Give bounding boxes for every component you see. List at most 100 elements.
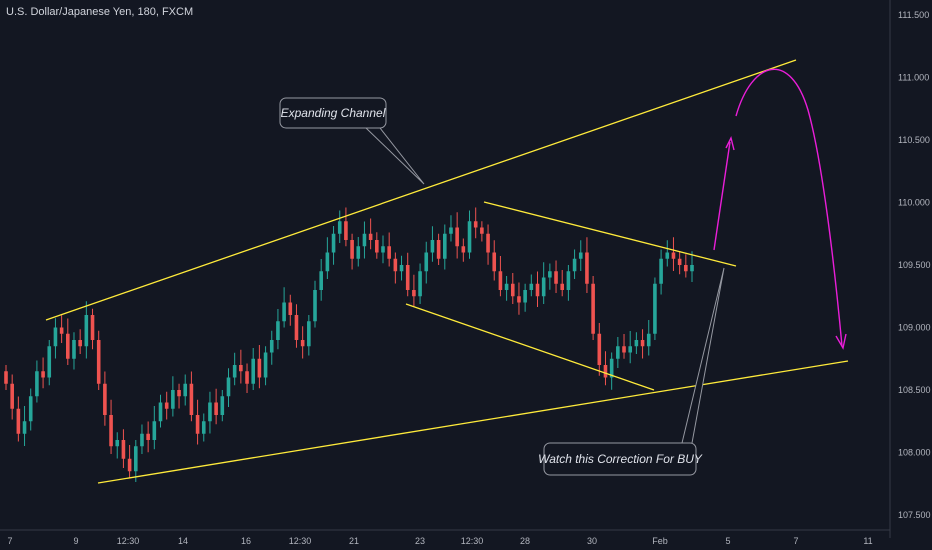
flag-upper-line[interactable] (483, 201, 737, 267)
candle-body (659, 258, 663, 284)
candle-body (436, 240, 441, 259)
candle-body (189, 383, 194, 415)
callout-box-1 (279, 97, 387, 129)
candle-body (412, 290, 416, 297)
price-tick-label: 108.000 (898, 448, 931, 458)
candle-body (554, 271, 558, 284)
candle-body (325, 252, 330, 272)
candle-body (387, 246, 391, 259)
time-tick-label: 28 (520, 536, 530, 546)
projection-up-arrow (713, 141, 731, 251)
candle-body (177, 390, 181, 397)
candle-body (399, 265, 404, 272)
callout-text-2: Watch this Correction For BUY (538, 452, 703, 466)
projection-arc (735, 68, 843, 347)
candle-body (381, 246, 385, 253)
candle-body (337, 221, 342, 234)
candle-body (115, 440, 120, 447)
candle-body (10, 383, 14, 409)
price-axis[interactable]: 111.500 111.000 110.500 110.000 109.500 109.0… (889, 0, 931, 538)
callout-pointer-2 (681, 267, 725, 444)
candle-body (473, 221, 478, 228)
candle-body (616, 346, 620, 359)
candle-body (548, 271, 552, 278)
candle-body (455, 227, 459, 247)
time-tick-label: 5 (725, 536, 730, 546)
trendlines-group (45, 59, 849, 484)
candle-body (171, 390, 175, 409)
time-axis[interactable]: 7 9 12:30 14 16 12:30 21 23 12:30 28 30 Feb 5 7 11 (0, 529, 890, 546)
price-tick-label: 110.500 (898, 135, 930, 145)
upper-channel-line[interactable] (45, 59, 797, 321)
candle-body (517, 296, 521, 303)
candle-body (276, 321, 280, 340)
time-tick-label: 30 (587, 536, 597, 546)
candle-body (684, 265, 688, 272)
candle-body (66, 333, 70, 359)
candle-body (640, 340, 645, 347)
candle-body (393, 258, 398, 272)
candle-body (510, 283, 515, 297)
candle-body (28, 396, 33, 422)
candle-body (375, 240, 379, 253)
candle-body (183, 383, 188, 397)
candle-body (486, 233, 490, 253)
candle-body (523, 290, 527, 303)
projection-up-arrowhead (725, 135, 735, 151)
candle-body (492, 252, 497, 272)
candle-body (356, 246, 361, 259)
candle-body (535, 283, 540, 297)
price-tick-label: 111.000 (898, 73, 929, 83)
time-tick-label: 12:30 (461, 536, 484, 546)
lower-channel-line[interactable] (97, 360, 849, 484)
candle-body (195, 415, 200, 434)
price-tick-label: 108.500 (898, 385, 931, 395)
candle-body (251, 358, 256, 384)
flag-lower-line[interactable] (405, 303, 655, 391)
candle-body (22, 421, 27, 434)
candle-body (529, 283, 534, 290)
candle-body (263, 352, 268, 378)
callout-correction-buy[interactable]: Watch this Correction For BUY (538, 267, 725, 476)
callout-expanding-channel[interactable]: Expanding Channel (279, 97, 425, 185)
candle-body (245, 371, 249, 384)
price-tick-label: 111.500 (898, 10, 929, 20)
candle-body (560, 283, 565, 290)
candle-body (164, 402, 169, 409)
candle-body (214, 402, 218, 415)
candle-body (152, 421, 157, 440)
candle-body (121, 440, 126, 459)
candle-body (35, 371, 39, 397)
time-tick-label: 11 (863, 536, 872, 546)
candles-group (4, 207, 694, 482)
callout-box-2 (543, 442, 697, 476)
candle-body (461, 246, 466, 253)
time-tick-label: 7 (7, 536, 12, 546)
candle-body (622, 346, 626, 353)
candle-body (319, 271, 323, 290)
candle-body (257, 358, 262, 378)
price-tick-label: 109.000 (898, 323, 931, 333)
candle-body (467, 221, 472, 253)
candle-body (307, 321, 311, 347)
projection-down-arrowhead (835, 333, 847, 350)
time-tick-label: 12:30 (289, 536, 312, 546)
candle-body (504, 283, 509, 290)
candle-body (671, 252, 676, 259)
candle-body (665, 252, 670, 259)
price-tick-label: 109.500 (898, 260, 931, 270)
callout-pointer-1 (365, 127, 425, 185)
candle-body (16, 408, 21, 434)
time-tick-label: 21 (349, 536, 359, 546)
candle-body (53, 327, 58, 347)
projection-arrows (713, 68, 847, 350)
candle-body (344, 221, 348, 240)
candle-body (226, 377, 231, 397)
time-tick-label: 9 (73, 536, 78, 546)
time-tick-label: 16 (241, 536, 251, 546)
time-tick-label: 12:30 (117, 536, 140, 546)
time-tick-label: 23 (415, 536, 425, 546)
candle-body (362, 233, 367, 247)
candle-body (282, 302, 286, 322)
